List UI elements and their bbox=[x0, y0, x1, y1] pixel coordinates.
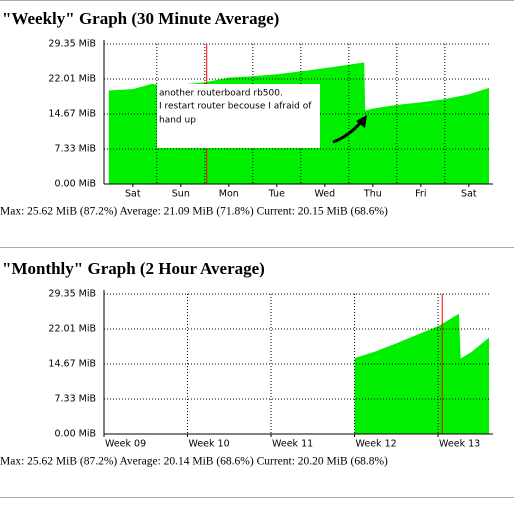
y-tick-label: 0.00 MiB bbox=[54, 429, 96, 440]
annotation: another routerboard rb500. bbox=[159, 89, 283, 99]
stats: Max: 25.62 MiB (87.2%) Average: 21.09 Mi… bbox=[0, 206, 388, 218]
traffic-area bbox=[354, 313, 489, 434]
y-tick-label: 29.35 MiB bbox=[48, 39, 96, 50]
x-tick-label: Thu bbox=[363, 189, 382, 200]
x-tick-label: Week 13 bbox=[439, 439, 480, 450]
x-tick-label: Fri bbox=[415, 189, 426, 200]
charts: "Weekly" Graph (30 Minute Average) 0.00 M… bbox=[0, 9, 493, 468]
x-tick-label: Week 12 bbox=[356, 439, 397, 450]
y-tick-label: 14.67 MiB bbox=[48, 359, 96, 370]
x-tick-label: Week 11 bbox=[272, 439, 313, 450]
y-tick-label: 0.00 MiB bbox=[54, 179, 96, 190]
x-tick-label: Tue bbox=[268, 189, 285, 200]
chart-title: "Weekly" Graph (30 Minute Average) bbox=[2, 9, 279, 28]
chart-title: "Monthly" Graph (2 Hour Average) bbox=[2, 259, 265, 278]
y-tick-label: 22.01 MiB bbox=[48, 74, 96, 85]
x-tick-label: Sun bbox=[172, 189, 190, 200]
y-tick-label: 7.33 MiB bbox=[54, 144, 96, 155]
x-tick-label: Sat bbox=[125, 189, 141, 200]
annotation-box bbox=[157, 84, 320, 148]
y-tick-label: 7.33 MiB bbox=[54, 394, 96, 405]
x-tick-label: Mon bbox=[219, 189, 239, 200]
y-tick-label: 22.01 MiB bbox=[48, 324, 96, 335]
y-tick-label: 29.35 MiB bbox=[48, 289, 96, 300]
y-tick-label: 14.67 MiB bbox=[48, 109, 96, 120]
x-tick-label: Week 09 bbox=[105, 439, 146, 450]
x-tick-label: Wed bbox=[314, 189, 335, 200]
annotation: hand up bbox=[159, 116, 196, 126]
stats: Max: 25.62 MiB (87.2%) Average: 20.14 Mi… bbox=[0, 456, 388, 468]
x-tick-label: Sat bbox=[461, 189, 477, 200]
annotation: I restart router becouse I afraid of bbox=[159, 102, 312, 112]
arrow-head bbox=[356, 115, 367, 128]
x-tick-label: Week 10 bbox=[189, 439, 230, 450]
